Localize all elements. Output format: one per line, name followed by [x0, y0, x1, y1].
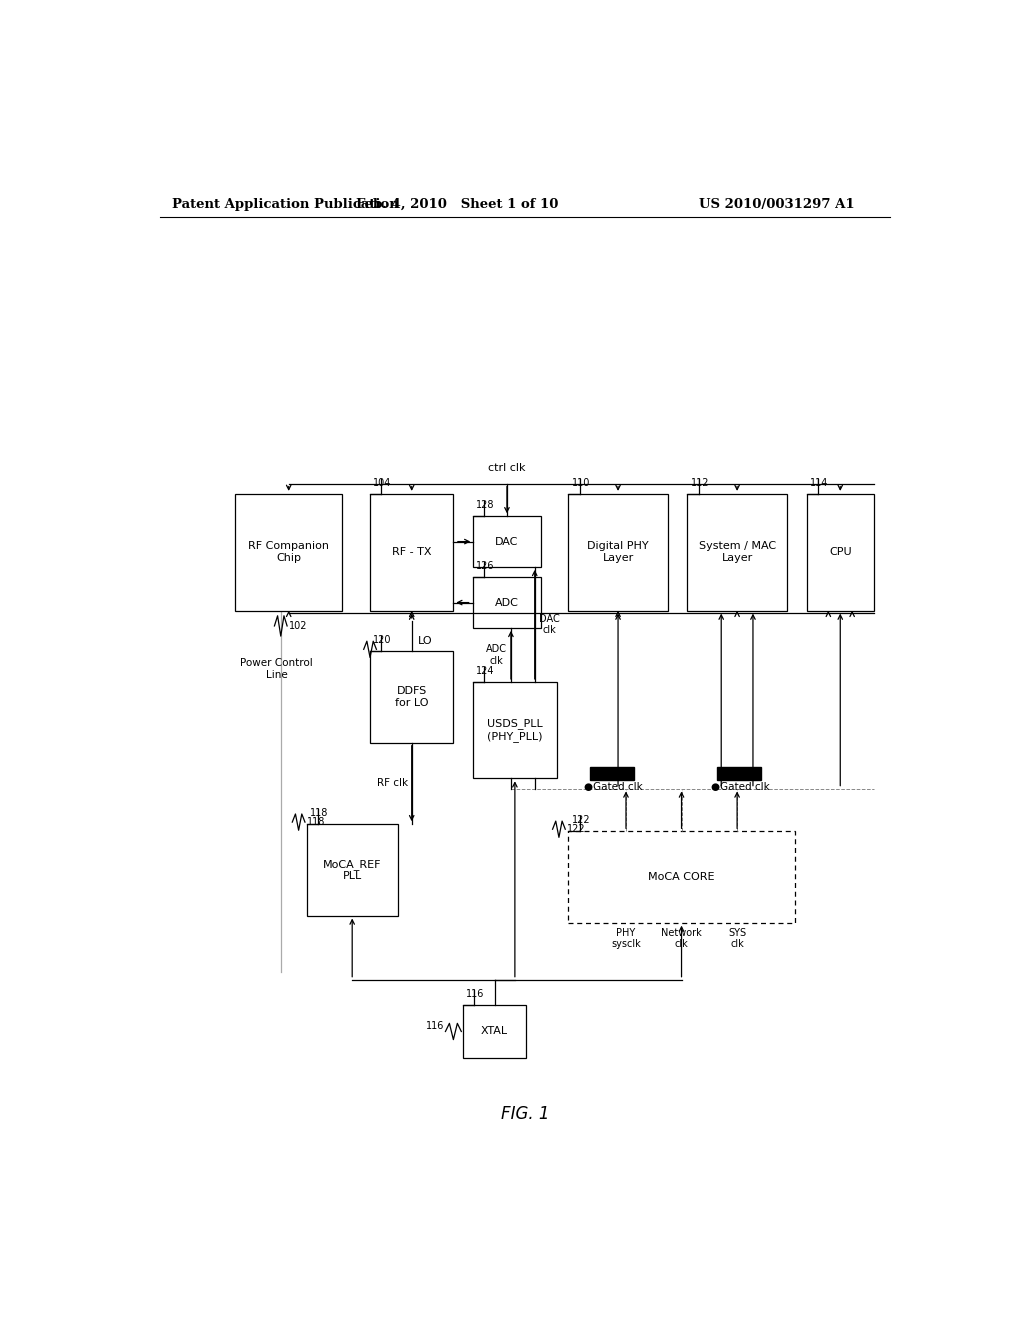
Bar [717, 767, 761, 780]
Text: 112: 112 [690, 478, 710, 487]
Bar [463, 1005, 526, 1057]
Text: ADC
clk: ADC clk [486, 644, 507, 665]
Text: RF clk: RF clk [377, 779, 408, 788]
Bar [568, 832, 795, 923]
Bar [370, 651, 454, 743]
Text: System / MAC
Layer: System / MAC Layer [698, 541, 775, 564]
Bar [687, 494, 786, 611]
Text: RF Companion
Chip: RF Companion Chip [248, 541, 329, 564]
Text: 114: 114 [810, 478, 828, 487]
Text: 120: 120 [373, 635, 392, 645]
Text: DDFS
for LO: DDFS for LO [395, 686, 428, 708]
Text: MoCA_REF
PLL: MoCA_REF PLL [323, 858, 382, 882]
Text: XTAL: XTAL [481, 1027, 508, 1036]
Text: 118: 118 [306, 817, 325, 828]
Text: SYS
clk: SYS clk [728, 928, 746, 949]
Bar [370, 494, 454, 611]
Text: ADC: ADC [495, 598, 519, 607]
Text: ctrl clk: ctrl clk [488, 463, 525, 474]
Text: Patent Application Publication: Patent Application Publication [172, 198, 398, 211]
Bar [236, 494, 342, 611]
Text: MoCA CORE: MoCA CORE [648, 873, 715, 882]
Text: USDS_PLL
(PHY_PLL): USDS_PLL (PHY_PLL) [487, 718, 543, 742]
Text: 126: 126 [476, 561, 495, 572]
Text: CPU: CPU [829, 548, 852, 557]
Text: DAC: DAC [496, 537, 518, 546]
Text: 122: 122 [571, 816, 590, 825]
Text: LO: LO [418, 636, 433, 647]
Text: RF - TX: RF - TX [392, 548, 431, 557]
Text: ●Gated clk: ●Gated clk [711, 783, 770, 792]
Text: PHY
sysclk: PHY sysclk [611, 928, 641, 949]
Text: 124: 124 [476, 665, 495, 676]
Text: 104: 104 [373, 478, 391, 487]
Text: DAC
clk: DAC clk [539, 614, 559, 635]
Text: 118: 118 [309, 808, 328, 818]
Bar [473, 516, 541, 568]
Text: Power Control
Line: Power Control Line [241, 659, 313, 680]
Bar [807, 494, 874, 611]
Text: Network
clk: Network clk [662, 928, 701, 949]
Bar [473, 682, 557, 779]
Bar [590, 767, 634, 780]
Text: Feb. 4, 2010   Sheet 1 of 10: Feb. 4, 2010 Sheet 1 of 10 [356, 198, 558, 211]
Text: 128: 128 [476, 500, 495, 510]
Text: 102: 102 [289, 620, 307, 631]
Text: 110: 110 [571, 478, 590, 487]
Text: 116: 116 [426, 1022, 443, 1031]
Text: FIG. 1: FIG. 1 [501, 1105, 549, 1123]
Text: 116: 116 [466, 989, 484, 999]
Text: 122: 122 [567, 824, 586, 834]
Text: Digital PHY
Layer: Digital PHY Layer [587, 541, 649, 564]
Text: US 2010/0031297 A1: US 2010/0031297 A1 [699, 198, 855, 211]
Bar [473, 577, 541, 628]
Bar [306, 824, 397, 916]
Text: ●Gated clk: ●Gated clk [584, 783, 643, 792]
Bar [568, 494, 668, 611]
